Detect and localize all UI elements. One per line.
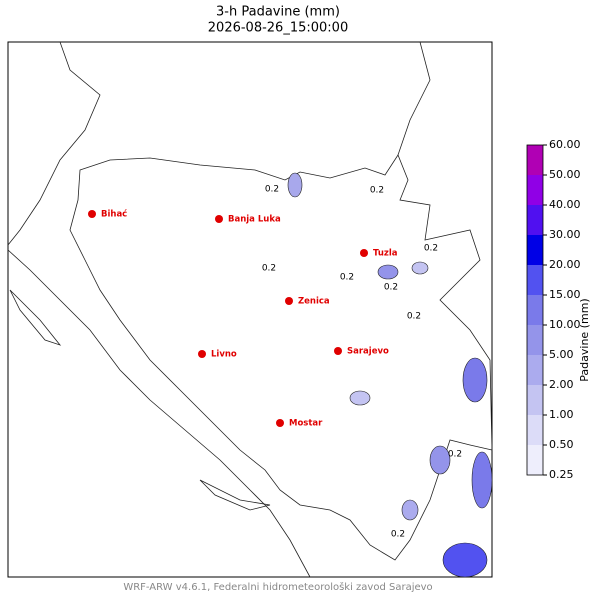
city-label: Livno <box>211 350 237 360</box>
colorbar-bin <box>527 325 543 355</box>
city-label: Bihać <box>101 209 127 220</box>
contour-label: 0.2 <box>391 530 405 540</box>
contour-label: 0.2 <box>384 283 398 293</box>
city-marker <box>360 249 368 257</box>
colorbar-frame <box>526 144 544 476</box>
colorbar-tick-label: 2.00 <box>549 378 574 391</box>
city-marker <box>334 347 342 355</box>
colorbar-tick-label: 1.00 <box>549 408 574 421</box>
contour-label: 0.2 <box>265 185 279 195</box>
map-outlines <box>7 41 493 578</box>
colorbar-tick-label: 50.00 <box>549 168 581 181</box>
city-label: Mostar <box>289 419 323 429</box>
contour-label: 0.2 <box>407 312 421 322</box>
colorbar-tick-label: 5.00 <box>549 348 574 361</box>
colorbar-tick-label: 20.00 <box>549 258 581 271</box>
island <box>9 289 62 346</box>
colorbar-tick-label: 40.00 <box>549 198 581 211</box>
city-label: Sarajevo <box>347 347 389 357</box>
colorbar-label: Padavine (mm) <box>578 298 591 381</box>
city-marker <box>88 210 96 218</box>
coastline-north <box>7 41 101 246</box>
contour-label: 0.2 <box>448 450 462 460</box>
border-east <box>397 41 431 156</box>
contour-label: 0.2 <box>340 273 354 283</box>
colorbar-bin <box>527 205 543 235</box>
colorbar-tick-label: 30.00 <box>549 228 581 241</box>
precip-area <box>462 357 488 403</box>
colorbar-bin <box>527 385 543 415</box>
contour-label: 0.2 <box>262 264 276 274</box>
city-label: Zenica <box>298 297 330 307</box>
city-label: Tuzla <box>373 249 398 259</box>
precip-area <box>377 264 399 280</box>
subtitle: 2026-08-26_15:00:00 <box>208 21 348 36</box>
contour-label: 0.2 <box>424 244 438 254</box>
colorbar-bin <box>527 355 543 385</box>
city-label: Banja Luka <box>228 215 281 225</box>
precip-area <box>411 261 429 275</box>
colorbar-tick-label: 10.00 <box>549 318 581 331</box>
colorbar-bin <box>527 265 543 295</box>
contour-label: 0.2 <box>370 186 384 196</box>
precip-areas <box>287 172 493 578</box>
island <box>199 479 271 511</box>
colorbar-tick-label: 0.50 <box>549 438 574 451</box>
colorbar-tick-label: 60.00 <box>549 138 581 151</box>
precip-area <box>429 445 451 475</box>
city-marker <box>276 419 284 427</box>
map-frame <box>7 41 493 578</box>
colorbar-bin <box>527 175 543 205</box>
colorbar-tick-label: 15.00 <box>549 288 581 301</box>
precip-area <box>401 499 419 521</box>
border <box>69 154 493 561</box>
colorbar-bin <box>527 415 543 445</box>
colorbar-bin <box>527 445 543 475</box>
colorbar-bin <box>527 295 543 325</box>
precip-area <box>287 172 303 198</box>
colorbar-tick-label: 0.25 <box>549 468 574 481</box>
coastline <box>7 249 311 578</box>
precip-area <box>349 390 371 406</box>
city-marker <box>215 215 223 223</box>
colorbar-bin <box>527 145 543 175</box>
precip-area <box>471 451 493 509</box>
city-marker <box>285 297 293 305</box>
precip-area <box>442 542 488 578</box>
footer: WRF-ARW v4.6.1, Federalni hidrometeorolo… <box>123 581 432 593</box>
colorbar-bin <box>527 235 543 265</box>
title: 3-h Padavine (mm) <box>216 5 340 20</box>
city-marker <box>198 350 206 358</box>
